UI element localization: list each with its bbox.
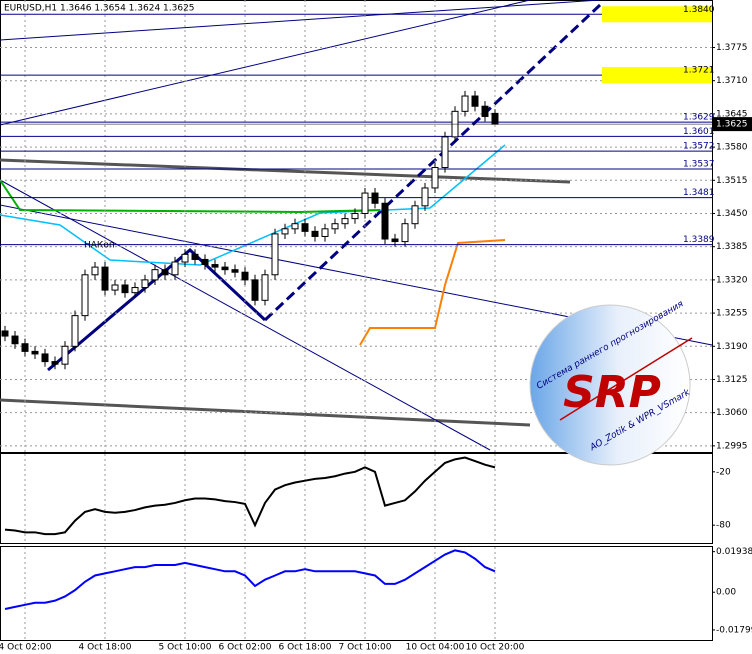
level-label: 1.3721 [683,66,715,76]
candle-body [61,345,69,365]
candle-body [391,238,399,243]
candle-body [491,112,499,125]
x-tick-label: 10 Oct 20:00 [466,643,525,653]
candle-body [41,353,49,363]
x-tick-label: 6 Oct 18:00 [279,643,332,653]
candle-body [221,266,229,271]
level-label: 1.3481 [683,188,715,198]
candle-body [271,233,279,276]
candle-body [191,253,199,260]
x-tick-label: 5 Oct 10:00 [159,643,212,653]
main-pane [0,0,713,453]
candle-body [301,223,309,232]
y-tick-label: 1.3060 [716,408,748,418]
candle-body [371,192,379,204]
osc-pane [0,546,713,641]
candle-body [261,274,269,301]
logo: SRP Система раннего прогнозирования AO_Z… [529,299,693,466]
series-line [4,549,496,610]
candle-body [311,230,319,237]
candle-body [341,218,349,225]
x-tick-label: 6 Oct 02:00 [219,643,272,653]
candle-body [141,279,149,289]
level-label: 1.3840 [683,5,715,15]
y-tick-label: 1.3255 [716,309,748,319]
candle-body [291,223,299,230]
candle-body [441,136,449,169]
candle-body [111,284,119,291]
candle-body [131,287,139,294]
candle-body [101,266,109,291]
annotation: НАКоп [84,241,115,251]
y-tick-label: 1.3125 [716,375,748,385]
y-tick-label: 1.3775 [716,43,748,53]
candle-body [461,95,469,112]
candle-body [181,253,189,263]
chart-title: EURUSD,H1 1.3646 1.3654 1.3624 1.3625 [4,4,195,14]
level-label: 1.3601 [683,127,715,137]
y-tick-label: 0.01938 [716,547,752,557]
wpr-pane [0,453,713,544]
x-tick-label: 4 Oct 18:00 [79,643,132,653]
level-highlight [602,6,712,23]
x-tick-label: 10 Oct 04:00 [406,643,465,653]
candle-body [51,361,59,365]
candle-body [21,343,29,352]
level-label: 1.3389 [683,235,715,245]
candle-body [331,223,339,230]
candle-body [201,258,209,266]
level-label: 1.3629 [683,113,715,123]
level-label: 1.3537 [683,160,715,170]
candle-body [91,266,99,276]
y-tick-label: 1.3320 [716,275,748,285]
candle-body [161,269,169,276]
last-price-label: 1.3625 [716,120,748,130]
y-tick-label: 1.2995 [716,441,748,451]
candle-body [361,192,369,214]
last-price-box [712,117,752,132]
candle-body [31,350,39,355]
y-tick-label: 1.3190 [716,342,748,352]
candle-body [481,105,489,117]
candle-body [281,228,289,235]
y-tick-label: 1.3450 [716,209,748,219]
y-tick-label: -20 [716,467,731,477]
candle-body [81,274,89,317]
x-tick-label: 7 Oct 10:00 [339,643,392,653]
candle-body [411,205,419,225]
candle-body [121,284,129,294]
y-tick-label: 1.3645 [716,109,748,119]
candle-body [251,279,259,301]
y-tick-label: 1.3515 [716,176,748,186]
candle-body [351,212,359,220]
candle-body [381,202,389,240]
candle-body [231,269,239,273]
logo-title: SRP [563,367,661,418]
candle-body [431,167,439,189]
y-tick-label: 0.00 [716,588,736,598]
level-label: 1.3572 [683,142,715,152]
x-tick-label: 4 Oct 02:00 [0,643,52,653]
candle-body [71,315,79,347]
series-line [4,456,496,536]
candle-body [151,269,159,281]
candle-body [321,228,329,237]
candle-body [421,187,429,207]
level-highlight [602,67,712,84]
candle-body [241,271,249,281]
y-tick-label: -80 [716,521,731,531]
candle-body [471,95,479,107]
candle-body [401,223,409,243]
candle-body [11,335,19,345]
candle-body [171,261,179,276]
trend-lines [0,0,713,640]
candle-body [1,330,9,337]
y-tick-label: 1.3385 [716,242,748,252]
y-tick-label: 1.3710 [716,76,748,86]
candle-body [211,264,219,268]
y-tick-label: -0.01799 [716,625,752,635]
y-tick-label: 1.3580 [716,143,748,153]
